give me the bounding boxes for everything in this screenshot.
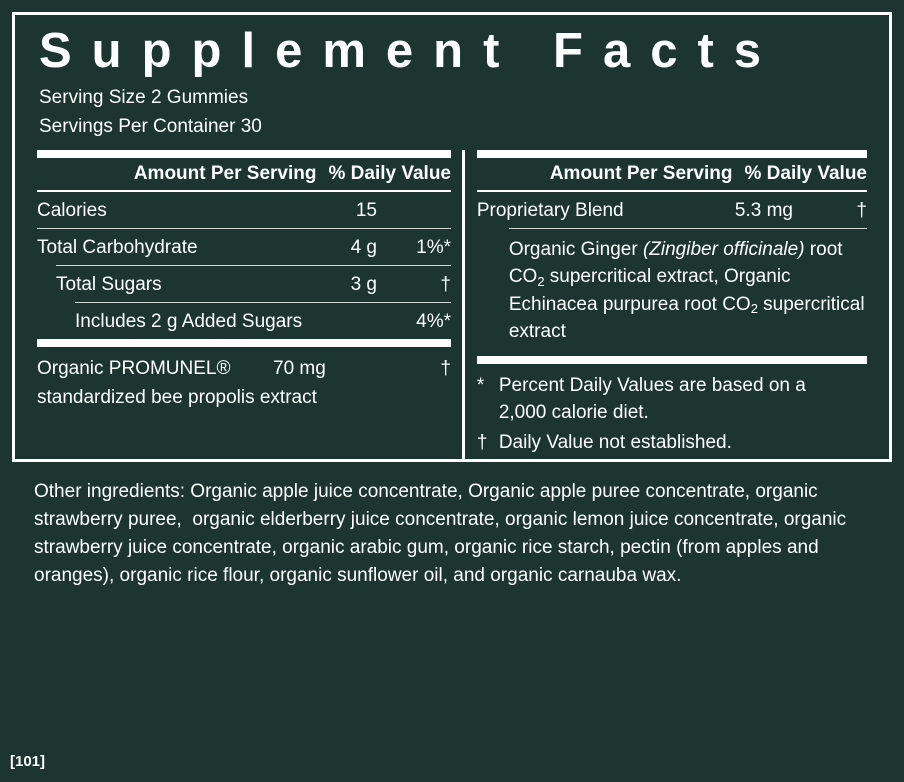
blend-part-3: root CO [508,238,843,288]
nutrient-daily-value: † [440,273,451,295]
table-row: Total Sugars 3 g † [37,266,451,302]
right-header-amount: Amount Per Serving [549,162,733,184]
footnote-mark: * [476,374,485,396]
left-header-rule [37,189,451,192]
left-top-rule [37,149,451,158]
footnote-dagger: † Daily Value not established. [477,430,867,460]
corner-code: [101] [10,753,46,770]
nutrient-name: Total Carbohydrate [37,236,198,258]
right-header-rule [476,189,867,192]
right-column-header: Amount Per Serving % Daily Value [477,158,867,190]
blend-subscript-1: 2 [537,273,545,289]
table-row: Total Carbohydrate 4 g 1%* [37,229,451,265]
promunel-entry: Organic PROMUNEL® 70 mg † standardized b… [37,347,451,412]
left-nutrition-column: Amount Per Serving % Daily Value Calorie… [37,149,451,460]
footnote-mark: † [476,431,488,453]
table-row: Proprietary Blend 5.3 mg † [477,192,867,228]
nutrient-name: Proprietary Blend [476,199,624,221]
blend-botanical-name: (Zingiber officinale) [642,238,805,260]
blend-part-4: supercritical extract, Organic Echinacea… [508,266,791,315]
right-header-daily-value: % Daily Value [744,162,867,184]
footnotes: * Percent Daily Values are based on a 2,… [477,364,867,460]
nutrient-name: Calories [37,199,107,221]
footnote-asterisk: * Percent Daily Values are based on a 2,… [477,373,867,430]
supplement-facts-panel: Supplement Facts Serving Size 2 Gummies … [12,12,892,462]
row-divider [56,264,451,266]
left-column-header: Amount Per Serving % Daily Value [37,158,451,190]
promunel-description: standardized bee propolis extract [37,386,317,408]
page-title: Supplement Facts [39,24,782,78]
footnote-text: Percent Daily Values are based on a 2,00… [498,374,806,423]
nutrient-amount: 4 g [350,236,377,258]
nutrient-daily-value: † [856,199,867,221]
left-header-daily-value: % Daily Value [328,162,451,184]
right-top-rule [476,149,867,158]
nutrient-name: Total Sugars [56,273,162,295]
blend-part-1: Organic Ginger [508,238,643,260]
serving-info: Serving Size 2 Gummies Servings Per Cont… [37,76,867,142]
nutrient-amount: 3 g [350,273,377,295]
nutrient-amount: 5.3 mg [734,199,793,221]
servings-per-container: Servings Per Container 30 [39,115,262,137]
nutrient-daily-value: 4%* [416,310,451,332]
right-section-rule [476,355,867,364]
footnote-text: Daily Value not established. [498,431,732,453]
promunel-amount: 70 mg [273,357,326,379]
nutrient-name: Includes 2 g Added Sugars [75,310,303,332]
table-row: Calories 15 [37,192,451,228]
blend-part-5: supercritical extract [508,293,865,343]
nutrition-columns: Amount Per Serving % Daily Value Calorie… [37,149,867,460]
row-divider [37,227,451,229]
row-divider [75,301,451,303]
table-row: Includes 2 g Added Sugars 4%* [37,303,451,339]
column-divider [462,149,465,460]
right-nutrition-column: Amount Per Serving % Daily Value Proprie… [476,149,867,460]
left-header-amount: Amount Per Serving [133,162,317,184]
left-section-rule [37,338,451,347]
nutrient-daily-value: 1%* [416,236,451,258]
row-divider [508,227,867,229]
other-ingredients: Other ingredients: Organic apple juice c… [34,481,852,586]
serving-size: Serving Size 2 Gummies [39,87,249,108]
proprietary-blend-description: Organic Ginger (Zingiber officinale) roo… [477,229,867,356]
promunel-daily-value: † [440,357,451,379]
promunel-name: Organic PROMUNEL® [37,357,231,379]
nutrient-amount: 15 [355,199,377,221]
blend-subscript-2: 2 [750,301,758,317]
